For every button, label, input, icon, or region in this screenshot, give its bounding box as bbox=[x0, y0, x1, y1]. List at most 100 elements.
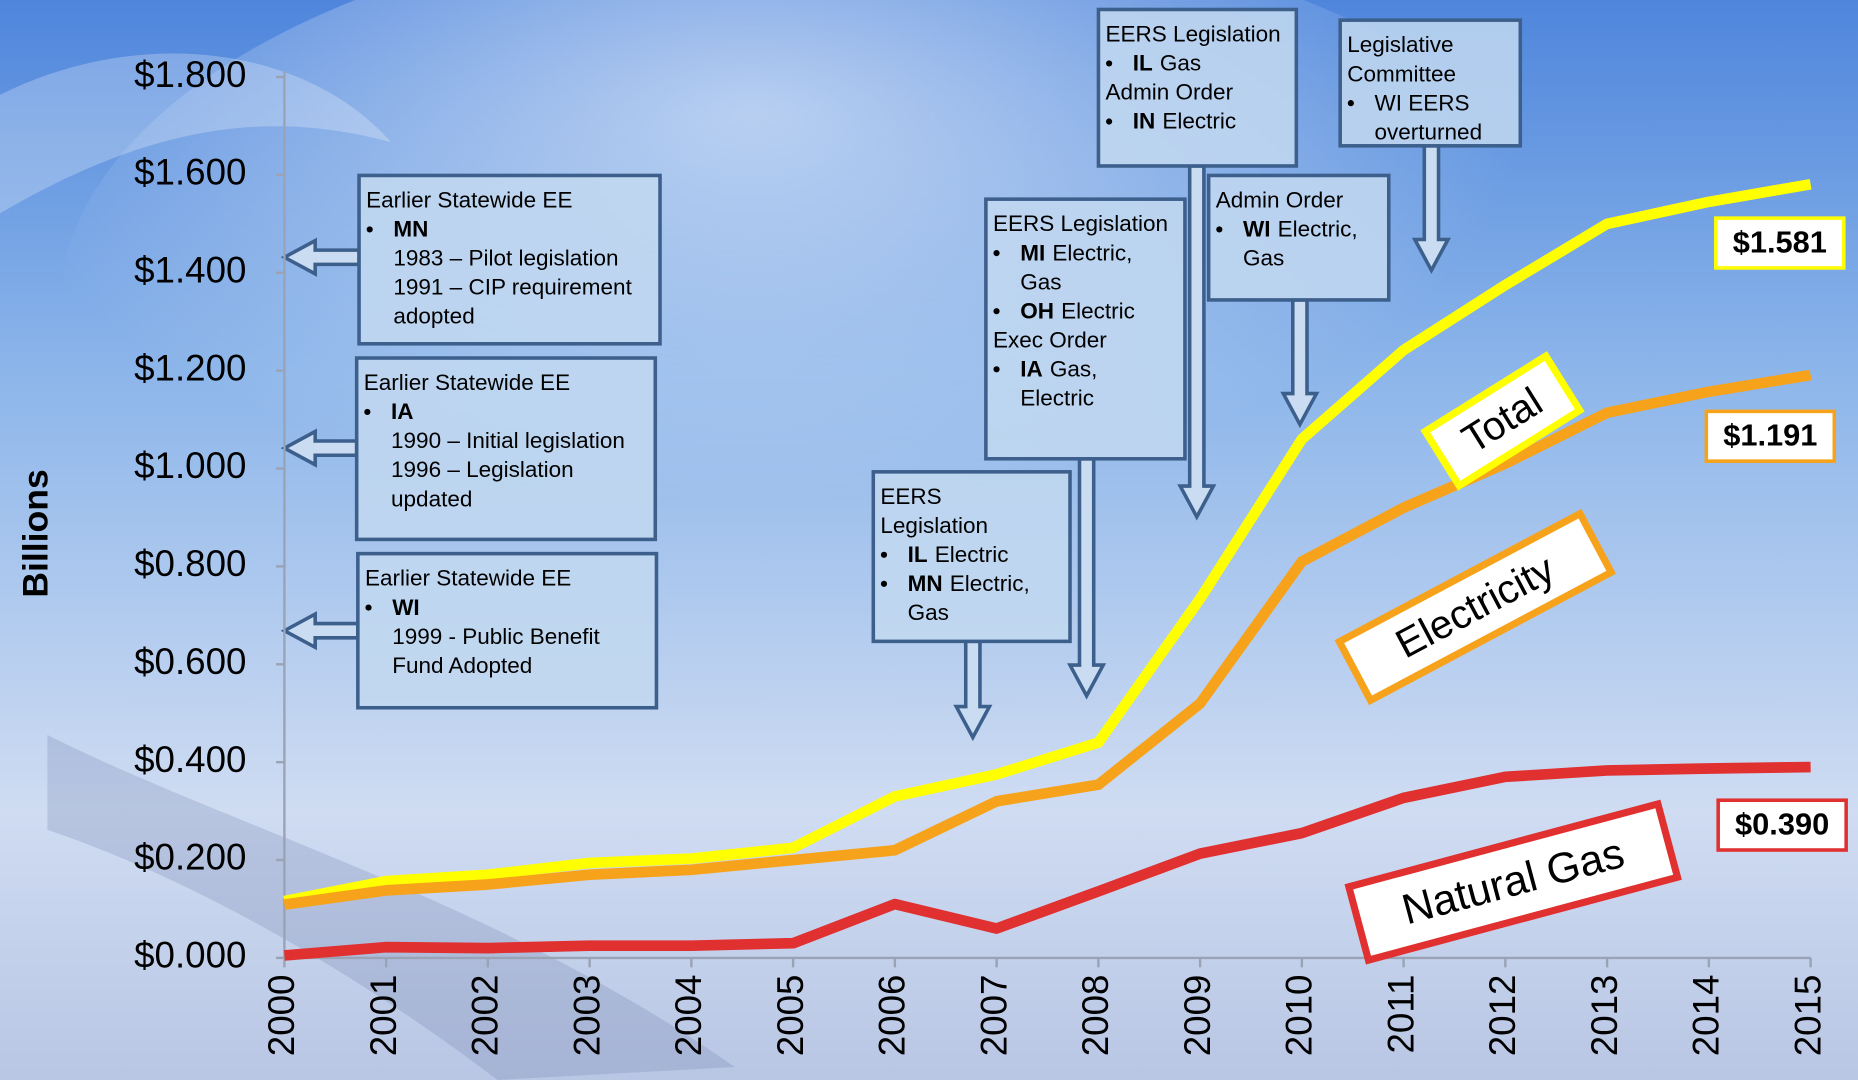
annotation-text: IL Electric bbox=[908, 542, 1009, 567]
annotation-bold: MN bbox=[908, 571, 943, 596]
annotation-bold: WI bbox=[392, 595, 419, 620]
bullet bbox=[993, 366, 999, 372]
value-label: $1.191 bbox=[1723, 418, 1817, 453]
annotation-bold: IN bbox=[1133, 109, 1155, 134]
annotation-text: EERS Legislation bbox=[993, 211, 1168, 236]
annotation-text: Earlier Statewide EE bbox=[365, 566, 571, 591]
annotation-text: Gas bbox=[1020, 269, 1061, 294]
annotation-bold: IA bbox=[391, 399, 413, 424]
annotation-text: Electric bbox=[1020, 385, 1094, 410]
x-tick-label: 2009 bbox=[1177, 974, 1218, 1056]
y-tick-label: $1.800 bbox=[134, 54, 246, 95]
annotation-text: Earlier Statewide EE bbox=[364, 370, 570, 395]
annotation-text-part: Electric bbox=[1162, 109, 1236, 134]
annotation-text: IN Electric bbox=[1133, 109, 1236, 134]
annotation-text: 1999 - Public Benefit bbox=[392, 624, 600, 649]
y-tick-label: $0.400 bbox=[134, 739, 246, 780]
bullet bbox=[881, 581, 887, 587]
annotation-text-part: Gas bbox=[1243, 246, 1284, 271]
annotation-text-part: Gas bbox=[1020, 269, 1061, 294]
annotation-text: WI Electric, bbox=[1243, 217, 1358, 242]
annotation-text: Admin Order bbox=[1106, 80, 1234, 105]
annotation-text-part: Committee bbox=[1347, 61, 1456, 86]
annotation-text-part: Electric bbox=[1061, 298, 1135, 323]
annotation-bold: IA bbox=[1020, 356, 1042, 381]
annotation-text-part: 1990 – Initial legislation bbox=[391, 428, 625, 453]
annotation-text: 1983 – Pilot legislation bbox=[393, 246, 618, 271]
annotation-text-part: Earlier Statewide EE bbox=[364, 370, 570, 395]
bullet bbox=[1106, 118, 1112, 124]
annotation-text-part: overturned bbox=[1375, 119, 1483, 144]
annotation-text: Fund Adopted bbox=[392, 653, 532, 678]
annotation-text-part: EERS bbox=[880, 484, 941, 509]
annotation-text-part: Earlier Statewide EE bbox=[366, 187, 572, 212]
annotation-text-part: Admin Order bbox=[1216, 187, 1344, 212]
annotation-bold: IL bbox=[908, 542, 928, 567]
annotation-text: ILGas bbox=[1133, 51, 1201, 76]
annotation-bold: MN bbox=[393, 217, 428, 242]
annotation-bold: WI bbox=[1243, 217, 1270, 242]
annotation-text-part: Electric bbox=[935, 542, 1009, 567]
annotation-text: WI EERS bbox=[1375, 90, 1470, 115]
annotation-text: Gas bbox=[1243, 246, 1284, 271]
bullet bbox=[1106, 60, 1112, 66]
annotation-text: 1991 – CIP requirement bbox=[393, 275, 632, 300]
x-tick-label: 2013 bbox=[1584, 974, 1625, 1056]
annotation-text: Legislation bbox=[880, 513, 988, 538]
annotation-text: WI bbox=[392, 595, 419, 620]
bullet bbox=[1348, 100, 1354, 106]
annotation-text: 1990 – Initial legislation bbox=[391, 428, 625, 453]
annotation-text: adopted bbox=[393, 304, 474, 329]
annotation-bold: IL bbox=[1133, 51, 1153, 76]
annotation-text-part: Legislation bbox=[880, 513, 988, 538]
annotation-bold: MI bbox=[1020, 240, 1045, 265]
annotation-text-part: Electric, bbox=[1278, 217, 1358, 242]
x-tick-label: 2002 bbox=[465, 974, 506, 1056]
annotation-text: Admin Order bbox=[1216, 187, 1344, 212]
annotation-text-part: Electric bbox=[1020, 385, 1094, 410]
x-tick-label: 2012 bbox=[1482, 974, 1523, 1056]
annotation-text: Gas bbox=[908, 600, 949, 625]
y-tick-label: $0.600 bbox=[134, 641, 246, 682]
annotation-text-part: 1996 – Legislation bbox=[391, 457, 574, 482]
y-tick-label: $0.800 bbox=[134, 543, 246, 584]
x-tick-label: 2006 bbox=[872, 974, 913, 1056]
x-tick-label: 2007 bbox=[973, 974, 1014, 1056]
annotation-text-part: 1983 – Pilot legislation bbox=[393, 246, 618, 271]
x-tick-label: 2008 bbox=[1075, 974, 1116, 1056]
bullet bbox=[993, 308, 999, 314]
annotation-text-part: EERS Legislation bbox=[1106, 22, 1281, 47]
annotation-text-part: WI EERS bbox=[1375, 90, 1470, 115]
annotation-text: Earlier Statewide EE bbox=[366, 187, 572, 212]
bullet bbox=[1216, 226, 1222, 232]
annotation-text-part: Admin Order bbox=[1106, 80, 1234, 105]
y-tick-label: $0.200 bbox=[134, 837, 246, 878]
x-tick-label: 2011 bbox=[1380, 974, 1421, 1053]
annotation-text: updated bbox=[391, 486, 472, 511]
y-tick-label: $1.400 bbox=[134, 249, 246, 290]
annotation-text: overturned bbox=[1375, 119, 1483, 144]
y-axis-label: Billions bbox=[15, 469, 55, 597]
annotation-text-part: Legislative bbox=[1347, 32, 1453, 57]
annotation-text: OH Electric bbox=[1020, 298, 1135, 323]
bullet bbox=[367, 226, 373, 232]
bullet bbox=[881, 552, 887, 558]
x-tick-label: 2004 bbox=[668, 974, 709, 1056]
y-tick-label: $1.000 bbox=[134, 445, 246, 486]
x-tick-label: 2003 bbox=[566, 974, 607, 1056]
x-tick-label: 2005 bbox=[770, 974, 811, 1056]
annotation-text: EERS Legislation bbox=[1106, 22, 1281, 47]
value-label: $0.390 bbox=[1735, 806, 1829, 841]
x-tick-label: 2015 bbox=[1787, 974, 1828, 1056]
annotation-text: Exec Order bbox=[993, 327, 1107, 352]
annotation-text-part: Gas bbox=[908, 600, 949, 625]
annotation-text-part: Electric, bbox=[950, 571, 1030, 596]
annotation-text: 1996 – Legislation bbox=[391, 457, 574, 482]
annotation-bold: OH bbox=[1020, 298, 1054, 323]
x-tick-label: 2010 bbox=[1279, 974, 1320, 1056]
x-tick-label: 2000 bbox=[261, 974, 302, 1056]
annotation-text-part: 1999 - Public Benefit bbox=[392, 624, 600, 649]
annotation-text-part: EERS Legislation bbox=[993, 211, 1168, 236]
annotation-text: MN Electric, bbox=[908, 571, 1030, 596]
bullet bbox=[365, 604, 371, 610]
